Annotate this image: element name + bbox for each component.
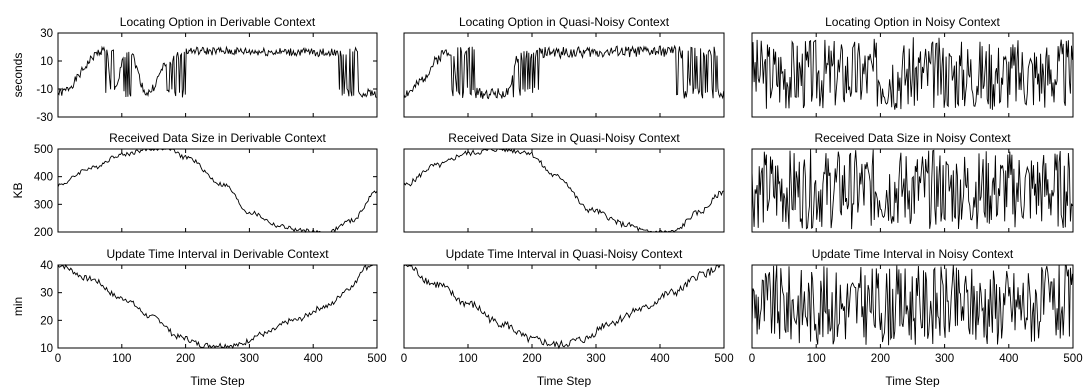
- x-tick-label: 300: [586, 353, 605, 365]
- x-axis-label: Time Step: [537, 374, 592, 387]
- x-tick-label: 300: [935, 353, 954, 365]
- x-tick-label: 400: [999, 353, 1018, 365]
- y-tick-label: -30: [36, 112, 53, 124]
- x-tick-label: 400: [304, 353, 323, 365]
- panel-title: Locating Option in Noisy Context: [825, 15, 1000, 29]
- panel-title: Received Data Size in Noisy Context: [814, 131, 1011, 145]
- panel-title: Update Time Interval in Noisy Context: [812, 247, 1014, 261]
- x-tick-label: 100: [807, 353, 826, 365]
- y-tick-label: 30: [40, 288, 53, 300]
- axes-box: [57, 264, 378, 349]
- x-tick-label: 500: [714, 353, 733, 365]
- y-tick-label: 10: [40, 343, 53, 355]
- x-axis-label: Time Step: [885, 374, 940, 387]
- axes-box: [57, 32, 378, 118]
- series-line: [403, 44, 725, 100]
- axes-box: [751, 264, 1074, 349]
- y-axis-label: min: [11, 297, 25, 316]
- y-tick-label: 20: [40, 315, 53, 327]
- series-line: [403, 264, 724, 350]
- x-tick-label: 0: [55, 353, 61, 365]
- x-tick-label: 0: [401, 353, 407, 365]
- series-line: [57, 45, 377, 98]
- y-axis-label: seconds: [11, 53, 25, 98]
- panel-title: Locating Option in Derivable Context: [120, 15, 316, 29]
- x-tick-label: 100: [458, 353, 477, 365]
- panel-title: Locating Option in Quasi-Noisy Context: [459, 15, 670, 29]
- y-axis-label: KB: [11, 182, 25, 198]
- axes-box: [751, 32, 1074, 118]
- x-tick-label: 0: [749, 353, 755, 365]
- y-tick-label: 300: [34, 199, 53, 211]
- y-tick-label: 400: [34, 172, 53, 184]
- series-line: [57, 148, 378, 233]
- series-line: [403, 148, 725, 233]
- panel-title: Update Time Interval in Quasi-Noisy Cont…: [446, 247, 683, 261]
- x-tick-label: 200: [176, 353, 195, 365]
- y-tick-label: 200: [34, 227, 53, 239]
- x-axis-label: Time Step: [190, 374, 245, 387]
- y-tick-label: 500: [34, 144, 53, 156]
- x-tick-label: 300: [240, 353, 259, 365]
- y-tick-label: -10: [36, 84, 53, 96]
- x-tick-label: 500: [367, 353, 386, 365]
- series-line: [751, 265, 1073, 346]
- axes-box: [403, 148, 725, 233]
- series-line: [751, 149, 1073, 230]
- axes-box: [751, 148, 1074, 233]
- y-tick-label: 30: [40, 28, 53, 40]
- axes-box: [403, 264, 725, 349]
- series-line: [751, 37, 1073, 110]
- panel-title: Update Time Interval in Derivable Contex…: [106, 247, 329, 261]
- x-tick-label: 200: [871, 353, 890, 365]
- series-line: [57, 263, 377, 350]
- panel-title: Received Data Size in Derivable Context: [109, 131, 326, 145]
- x-tick-label: 200: [522, 353, 541, 365]
- x-tick-label: 400: [650, 353, 669, 365]
- panel-title: Received Data Size in Quasi-Noisy Contex…: [448, 131, 680, 145]
- axes-box: [57, 148, 378, 233]
- axes-box: [403, 32, 725, 118]
- y-tick-label: 40: [40, 260, 53, 272]
- x-tick-label: 500: [1063, 353, 1082, 365]
- y-tick-label: 10: [40, 56, 53, 68]
- x-tick-label: 100: [112, 353, 131, 365]
